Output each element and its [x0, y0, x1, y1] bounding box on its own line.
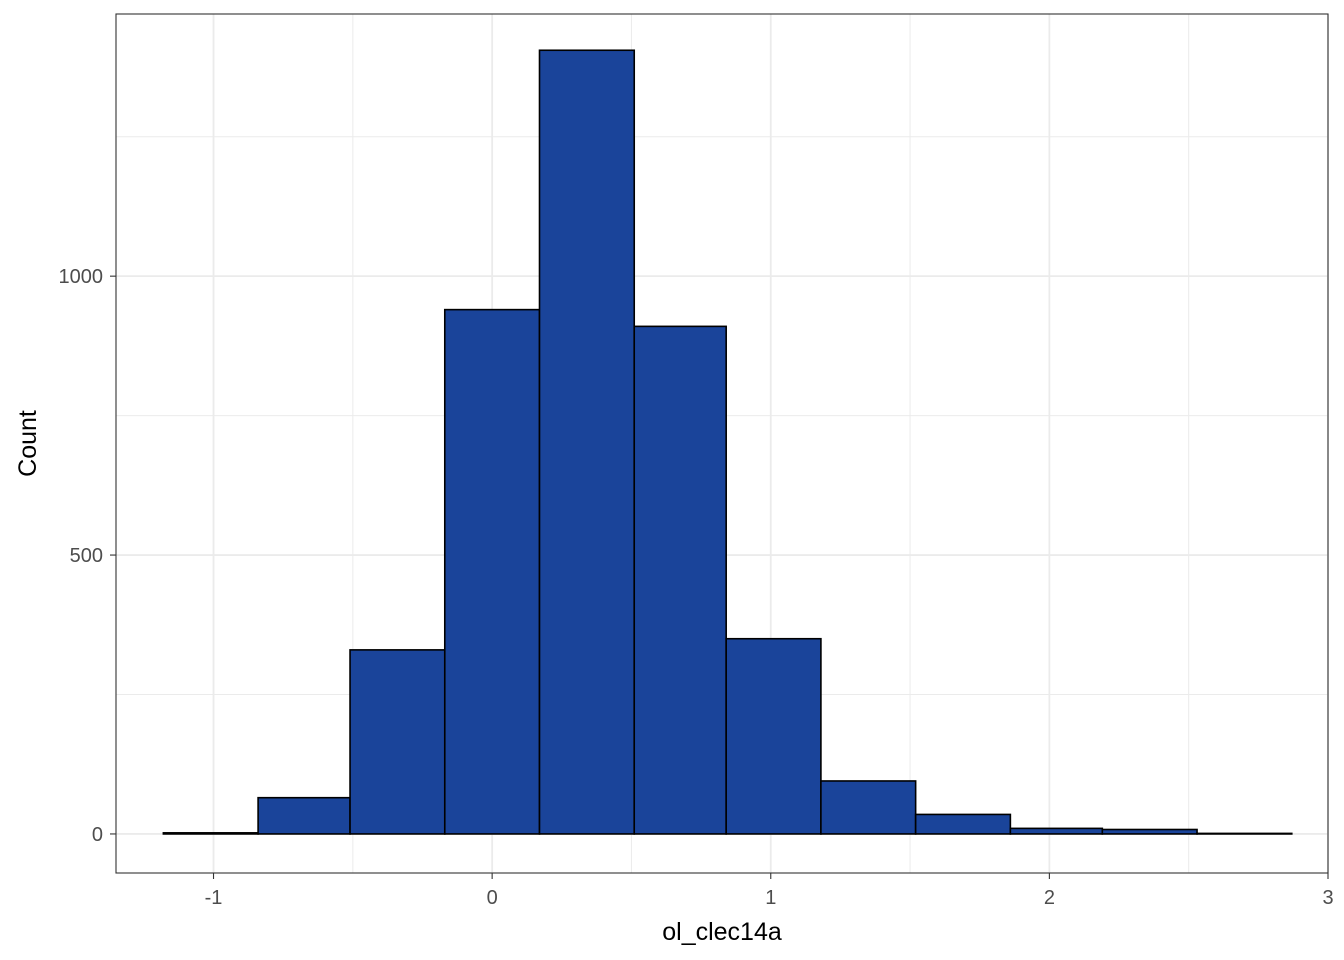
histogram-bar-2	[257, 796, 351, 835]
panel-border	[115, 13, 1329, 874]
y-tick-label: 500	[70, 545, 103, 567]
histogram-bar-12	[1196, 832, 1293, 835]
histogram-bars	[162, 49, 1293, 835]
x-tick-label: 0	[487, 887, 498, 909]
x-tick-label: -1	[205, 887, 223, 909]
x-tick-label: 2	[1044, 887, 1055, 909]
x-tick-label: 3	[1322, 887, 1333, 909]
histogram-bar-5	[538, 49, 636, 835]
histogram-bar-6	[633, 325, 727, 835]
x-tick-label: 1	[765, 887, 776, 909]
histogram-bar-11	[1101, 828, 1198, 835]
y-axis: 0 500 1000	[59, 266, 116, 846]
histogram-bar-9	[914, 813, 1012, 835]
y-axis-title: Count	[14, 410, 42, 477]
histogram-bar-10	[1009, 827, 1104, 835]
histogram-bar-1	[162, 832, 259, 835]
x-axis-title: ol_clec14a	[662, 918, 782, 946]
histogram-bar-4	[443, 308, 541, 835]
y-tick-label: 1000	[59, 266, 104, 288]
histogram-bar-3	[349, 649, 446, 835]
y-tick-label: 0	[92, 824, 103, 846]
x-axis: -1 0 1 2 3	[205, 873, 1334, 909]
histogram-bar-8	[820, 780, 917, 835]
histogram-bar-7	[725, 637, 822, 835]
